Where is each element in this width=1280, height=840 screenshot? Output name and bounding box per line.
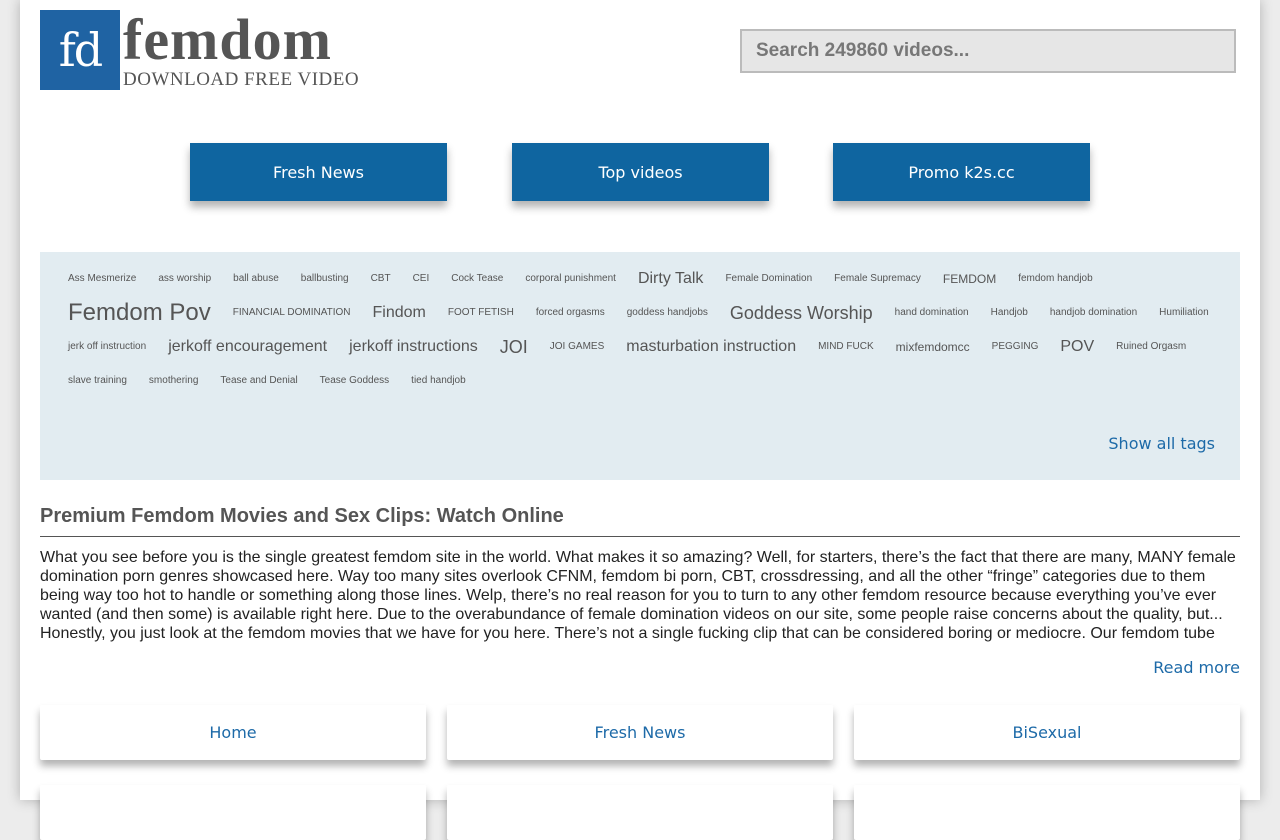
tag-link[interactable]: JOI	[499, 337, 528, 357]
logo-mark: fd	[40, 10, 120, 90]
tag-link[interactable]: corporal punishment	[525, 273, 616, 284]
category-card[interactable]	[40, 785, 426, 840]
tag-link[interactable]: jerk off instruction	[68, 341, 147, 352]
tag-link[interactable]: CBT	[370, 273, 391, 284]
tag-link[interactable]: femdom handjob	[1018, 273, 1093, 284]
logo-name: femdom	[123, 7, 332, 72]
tag-link[interactable]: MIND FUCK	[818, 341, 874, 352]
category-home[interactable]: Home	[40, 705, 426, 760]
tag-link[interactable]: slave training	[68, 375, 127, 386]
tag-link[interactable]: hand domination	[894, 307, 969, 318]
tag-link[interactable]: handjob domination	[1049, 307, 1138, 318]
read-more-link[interactable]: Read more	[1153, 658, 1240, 677]
tag-link[interactable]: ballbusting	[300, 273, 349, 284]
tag-link[interactable]: Dirty Talk	[637, 270, 704, 287]
description-text: What you see before you is the single gr…	[40, 549, 1236, 642]
page-title: Premium Femdom Movies and Sex Clips: Wat…	[40, 505, 1240, 537]
tag-link[interactable]: smothering	[148, 375, 199, 386]
nav-fresh-news-button[interactable]: Fresh News	[190, 143, 447, 201]
logo-tagline: DOWNLOAD FREE VIDEO	[123, 69, 360, 90]
tag-link[interactable]: tied handjob	[411, 375, 466, 386]
tag-link[interactable]: POV	[1060, 338, 1095, 355]
category-fresh-news[interactable]: Fresh News	[447, 705, 833, 760]
site-logo[interactable]: fd femdom DOWNLOAD FREE VIDEO	[40, 10, 359, 90]
tag-link[interactable]: forced orgasms	[535, 307, 605, 318]
tag-link[interactable]: Tease Goddess	[319, 375, 390, 386]
tag-link[interactable]: Handjob	[990, 307, 1028, 318]
tag-link[interactable]: Goddess Worship	[729, 303, 873, 323]
nav-top-videos-button[interactable]: Top videos	[512, 143, 769, 201]
tag-link[interactable]: Humiliation	[1159, 307, 1209, 318]
tag-link[interactable]: Findom	[372, 304, 426, 321]
tag-link[interactable]: mixfemdomcc	[895, 340, 970, 354]
tag-link[interactable]: Tease and Denial	[220, 375, 298, 386]
tag-link[interactable]: ass worship	[158, 273, 212, 284]
page-container: fd femdom DOWNLOAD FREE VIDEO Fresh News…	[20, 0, 1260, 840]
tag-link[interactable]: FOOT FETISH	[447, 307, 514, 318]
tag-link[interactable]: Femdom Pov	[68, 299, 211, 326]
tag-link[interactable]: Ruined Orgasm	[1116, 341, 1187, 352]
category-card[interactable]	[854, 785, 1240, 840]
tag-link[interactable]: Female Supremacy	[834, 273, 921, 284]
search-input[interactable]	[740, 29, 1236, 73]
category-bisexual[interactable]: BiSexual	[854, 705, 1240, 760]
tag-cloud: Ass Mesmerize ass worship ball abuse ballbu…	[40, 252, 1240, 480]
tag-link[interactable]: jerkoff instructions	[349, 338, 478, 355]
tag-link[interactable]: FEMDOM	[942, 272, 997, 286]
tag-link[interactable]: JOI GAMES	[549, 341, 605, 352]
logo-text: femdom DOWNLOAD FREE VIDEO	[123, 10, 359, 90]
tag-link[interactable]: CEI	[412, 273, 430, 284]
tag-link[interactable]: goddess handjobs	[626, 307, 708, 318]
tag-link[interactable]: FINANCIAL DOMINATION	[232, 307, 351, 318]
nav-promo-button[interactable]: Promo k2s.cc	[833, 143, 1090, 201]
category-card[interactable]	[447, 785, 833, 840]
tag-link[interactable]: jerkoff encouragement	[168, 338, 328, 355]
tag-link[interactable]: PEGGING	[991, 341, 1039, 352]
tag-link[interactable]: Ass Mesmerize	[68, 273, 137, 284]
tag-link[interactable]: ball abuse	[233, 273, 279, 284]
tag-list: Ass Mesmerize ass worship ball abuse ballbu…	[68, 262, 1218, 398]
tag-link[interactable]: Female Domination	[725, 273, 813, 284]
tag-link[interactable]: masturbation instruction	[626, 338, 797, 355]
tag-link[interactable]: Cock Tease	[451, 273, 504, 284]
show-all-tags-link[interactable]: Show all tags	[1108, 434, 1215, 453]
